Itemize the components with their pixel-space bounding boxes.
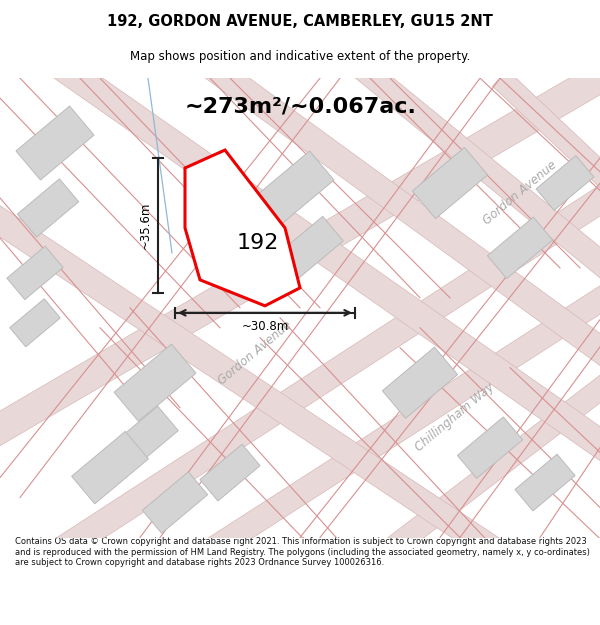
Text: 192, GORDON AVENUE, CAMBERLEY, GU15 2NT: 192, GORDON AVENUE, CAMBERLEY, GU15 2NT [107,14,493,29]
Text: Contains OS data © Crown copyright and database right 2021. This information is : Contains OS data © Crown copyright and d… [15,538,590,568]
Polygon shape [0,35,600,471]
Text: 192: 192 [237,233,279,253]
Polygon shape [412,148,488,219]
Text: ~30.8m: ~30.8m [241,320,289,333]
Polygon shape [16,106,94,180]
Text: Gordon Avenue: Gordon Avenue [215,318,295,388]
Text: Map shows position and indicative extent of the property.: Map shows position and indicative extent… [130,50,470,62]
Polygon shape [200,444,260,501]
Polygon shape [493,70,600,256]
Polygon shape [515,454,575,511]
Polygon shape [277,216,343,279]
Polygon shape [536,156,594,211]
Polygon shape [114,344,196,421]
Polygon shape [256,151,334,225]
Polygon shape [193,48,600,418]
Text: ~35.6m: ~35.6m [139,202,151,249]
Polygon shape [185,150,300,306]
Polygon shape [112,406,178,469]
Polygon shape [382,347,458,418]
Polygon shape [71,431,148,504]
Polygon shape [10,299,60,347]
Polygon shape [487,217,553,279]
Polygon shape [457,417,523,478]
Text: ~273m²/~0.067ac.: ~273m²/~0.067ac. [185,96,417,116]
Polygon shape [17,179,79,237]
Text: Gordon Avenue: Gordon Avenue [481,159,559,228]
Polygon shape [0,177,557,598]
Text: Chillingham Way: Chillingham Way [413,381,497,454]
Polygon shape [142,472,208,533]
Polygon shape [343,49,600,337]
Polygon shape [373,319,600,566]
Polygon shape [193,258,600,568]
Polygon shape [42,47,600,469]
Polygon shape [7,246,63,299]
Polygon shape [43,157,600,568]
